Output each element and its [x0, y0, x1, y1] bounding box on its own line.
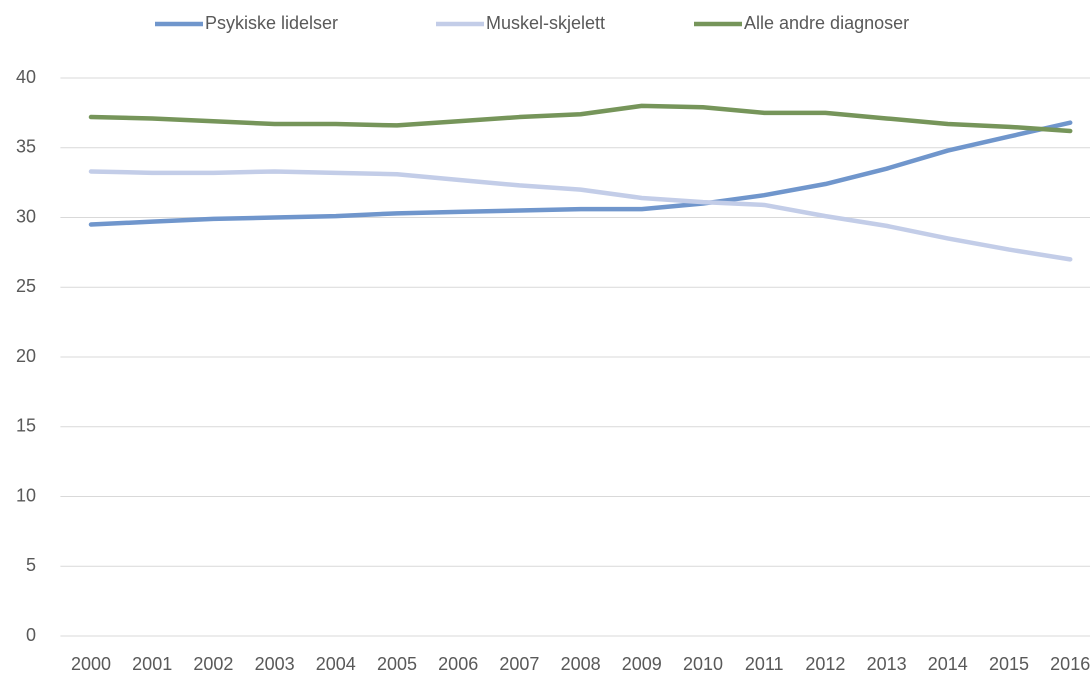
x-tick-label: 2004	[316, 654, 356, 673]
x-tick-label: 2016	[1050, 654, 1090, 673]
x-tick-label: 2015	[989, 654, 1029, 673]
y-tick-label: 30	[16, 206, 36, 226]
legend-label: Alle andre diagnoser	[744, 13, 909, 33]
y-tick-label: 5	[26, 555, 36, 575]
y-tick-label: 20	[16, 346, 36, 366]
series-line	[88, 103, 1073, 134]
series-line	[88, 169, 1073, 262]
x-tick-label: 2011	[745, 654, 784, 673]
legend-label: Psykiske lidelser	[205, 13, 338, 33]
x-tick-label: 2010	[683, 654, 723, 673]
x-tick-label: 2005	[377, 654, 417, 673]
x-tick-label: 2002	[193, 654, 233, 673]
y-tick-label: 0	[26, 625, 36, 645]
x-tick-label: 2007	[499, 654, 539, 673]
series-line	[88, 120, 1073, 227]
x-tick-label: 2008	[561, 654, 601, 673]
y-tick-label: 40	[16, 67, 36, 87]
x-tick-label: 2014	[928, 654, 968, 673]
x-tick-label: 2012	[805, 654, 845, 673]
x-tick-label: 2013	[867, 654, 907, 673]
y-tick-label: 25	[16, 276, 36, 296]
x-tick-label: 2000	[71, 654, 111, 673]
x-tick-label: 2001	[132, 654, 172, 673]
y-tick-label: 35	[16, 137, 36, 157]
x-tick-label: 2009	[622, 654, 662, 673]
y-tick-label: 15	[16, 416, 36, 436]
x-tick-label: 2003	[255, 654, 295, 673]
legend-label: Muskel-skjelett	[486, 13, 605, 33]
y-tick-label: 10	[16, 485, 36, 505]
x-tick-label: 2006	[438, 654, 478, 673]
